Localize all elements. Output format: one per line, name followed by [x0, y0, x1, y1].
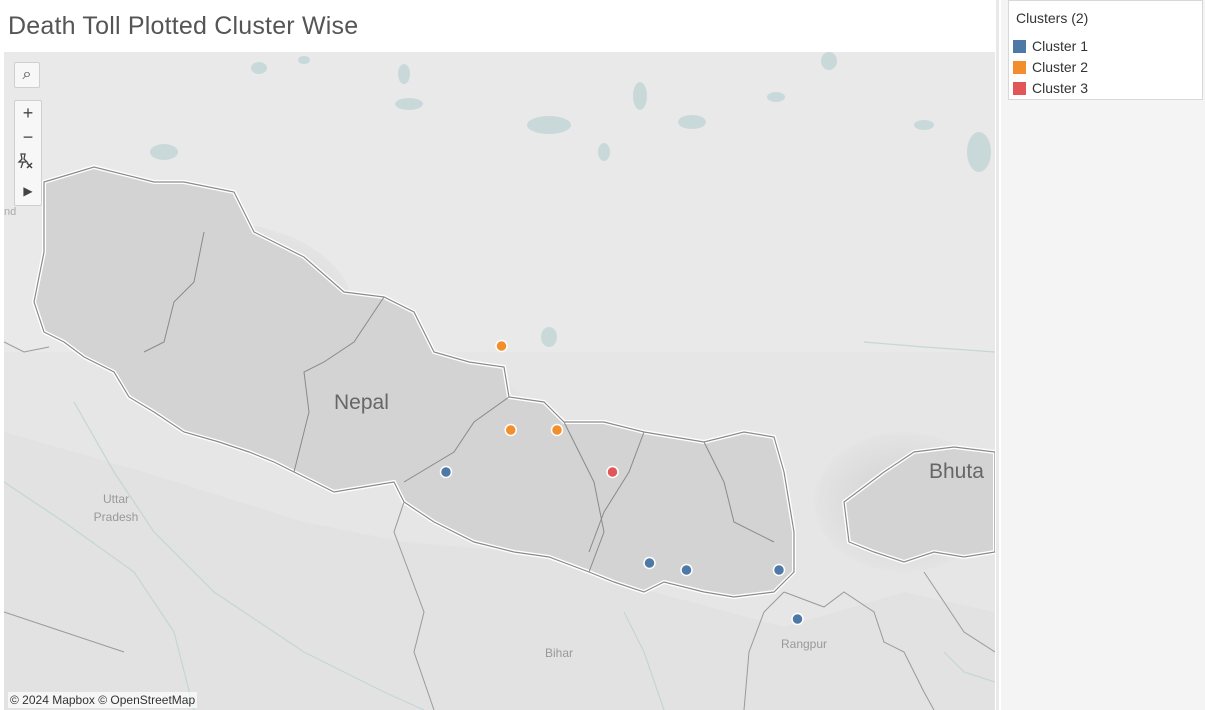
legend-item-cluster-1[interactable]: Cluster 1 [1013, 36, 1088, 56]
lakes [150, 52, 991, 347]
search-button[interactable]: ⌕ [14, 62, 40, 88]
province-borders [143, 231, 775, 573]
swatch-cluster-1 [1013, 39, 1026, 53]
map-canvas[interactable]: Nepal Bhuta Uttar Pradesh Bihar Rangpur … [4, 52, 995, 710]
swatch-cluster-2 [1013, 60, 1026, 74]
country-label-bhutan: Bhuta [929, 460, 984, 483]
reset-map-button[interactable] [15, 151, 41, 175]
legend-item-cluster-3[interactable]: Cluster 3 [1013, 78, 1088, 98]
pin-clear-icon [17, 153, 33, 169]
pane-divider[interactable] [996, 0, 999, 710]
map-point-8[interactable] [772, 563, 786, 577]
map-attribution[interactable]: © 2024 Mapbox © OpenStreetMap [8, 692, 198, 708]
legend-label: Cluster 2 [1032, 59, 1089, 75]
map-point-1[interactable] [495, 339, 508, 353]
region-label-rangpur: Rangpur [781, 637, 827, 651]
legend-label: Cluster 1 [1032, 38, 1089, 54]
map-point-6[interactable] [643, 556, 656, 570]
map-point-2[interactable] [504, 423, 517, 437]
side-panel [1001, 0, 1205, 710]
legend-title: Clusters (2) [1016, 10, 1089, 26]
legend: Clusters (2) Cluster 1 Cluster 2 Cluster… [1008, 0, 1203, 100]
page-title: Death Toll Plotted Cluster Wise [8, 12, 359, 40]
play-button[interactable]: ▶ [15, 179, 41, 203]
legend-label: Cluster 3 [1032, 80, 1089, 96]
map-point-9[interactable] [791, 612, 804, 626]
map-point-7[interactable] [680, 563, 693, 577]
region-label-bihar: Bihar [545, 646, 573, 660]
plus-icon: + [22, 102, 34, 123]
region-label-pradesh: Pradesh [94, 510, 139, 524]
map-point-3[interactable] [550, 423, 564, 437]
region-label-uttar: Uttar [103, 492, 129, 506]
zoom-controls: + − ▶ [14, 100, 42, 206]
zoom-in-button[interactable]: + [15, 101, 41, 125]
zoom-out-button[interactable]: − [15, 125, 41, 149]
play-icon: ▶ [23, 184, 33, 198]
rivers [4, 341, 995, 710]
legend-item-cluster-2[interactable]: Cluster 2 [1013, 57, 1088, 77]
map-point-5[interactable] [439, 465, 453, 479]
minus-icon: − [22, 126, 34, 147]
india-borders [4, 341, 995, 710]
swatch-cluster-3 [1013, 81, 1026, 95]
country-label-nepal: Nepal [334, 391, 389, 414]
region-label-edge: nd [4, 206, 16, 218]
data-points [439, 339, 804, 626]
map-point-4[interactable] [606, 465, 619, 479]
map-view[interactable]: Nepal Bhuta Uttar Pradesh Bihar Rangpur … [4, 52, 995, 710]
search-icon: ⌕ [22, 66, 32, 83]
